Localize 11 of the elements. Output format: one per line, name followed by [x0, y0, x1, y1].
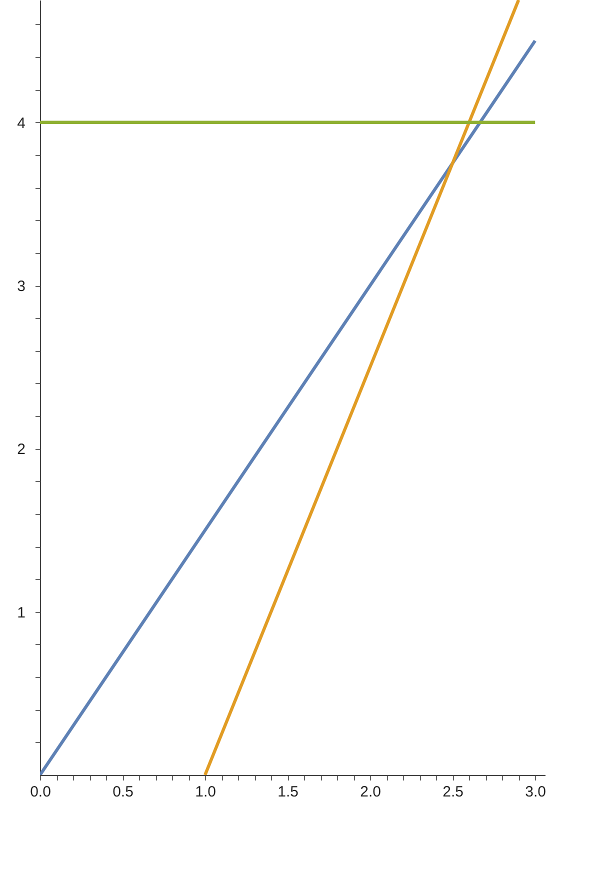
y-tick-label: 4 — [17, 114, 26, 132]
x-tick-label: 2.5 — [442, 784, 464, 800]
y-tick-label: 2 — [17, 441, 26, 458]
x-tick-label: 1.5 — [278, 784, 298, 800]
x-tick-label: 0.5 — [112, 784, 134, 800]
y-tick-label: 3 — [17, 278, 26, 296]
x-tick-label: 1.0 — [195, 784, 216, 800]
x-tick-label: 0.0 — [30, 784, 51, 800]
y-tick-label: 1 — [17, 604, 26, 622]
x-tick-label: 3.0 — [525, 784, 546, 800]
x-tick-label: 2.0 — [360, 784, 381, 800]
